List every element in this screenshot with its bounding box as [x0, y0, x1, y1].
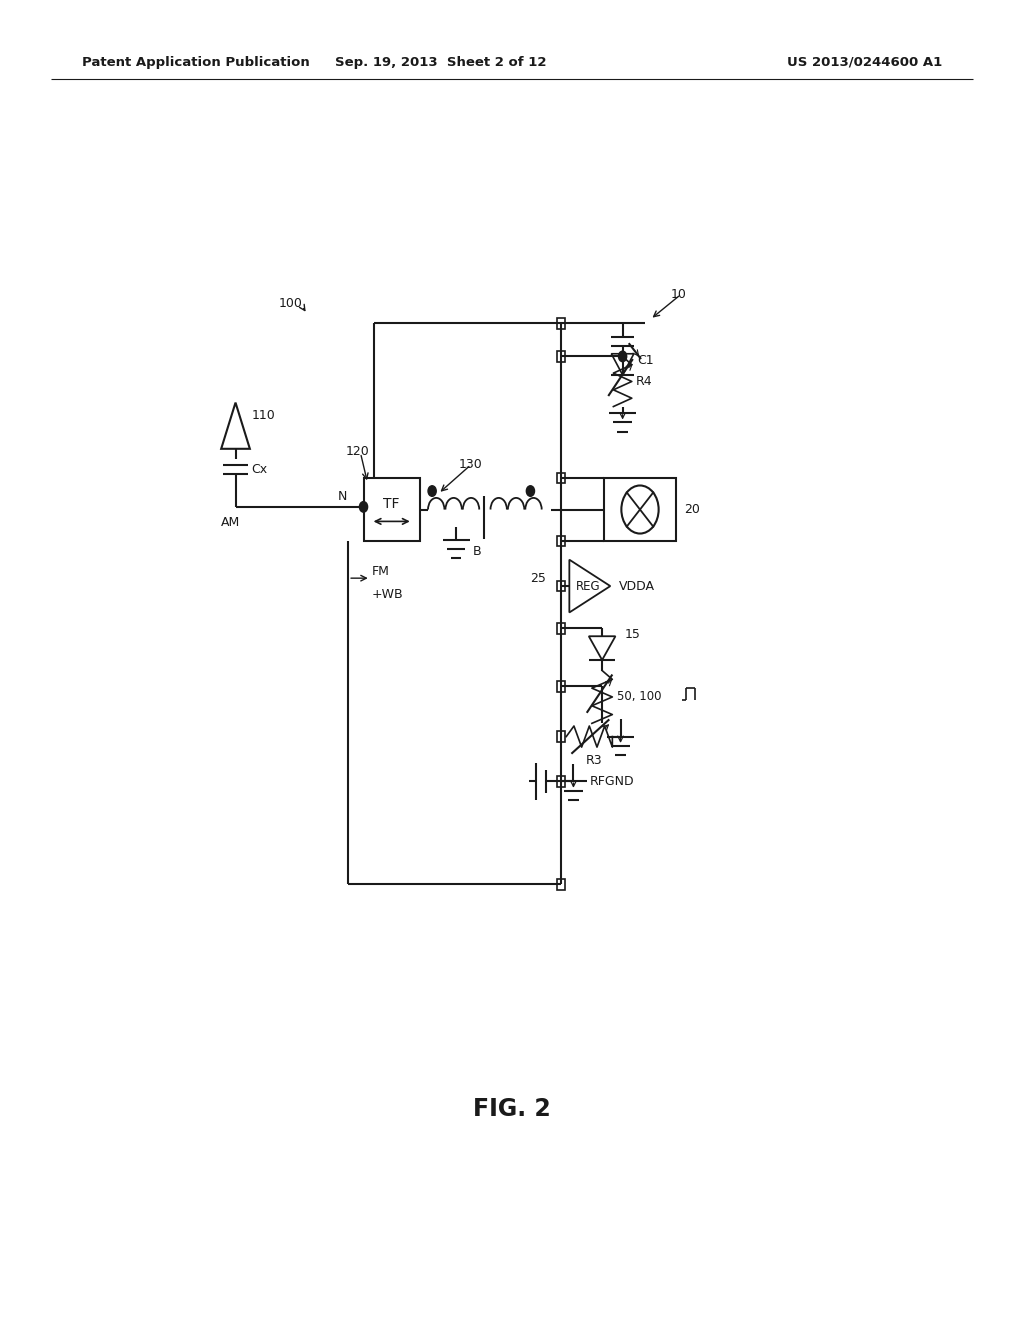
Text: R4: R4 [636, 375, 652, 388]
Bar [557, 681, 565, 692]
Circle shape [359, 502, 368, 512]
Text: N: N [338, 490, 347, 503]
Text: US 2013/0244600 A1: US 2013/0244600 A1 [786, 55, 942, 69]
Bar [557, 318, 565, 329]
Text: 10: 10 [671, 288, 687, 301]
Bar [557, 776, 565, 787]
Text: R3: R3 [586, 754, 602, 767]
Text: 50, 100: 50, 100 [617, 690, 662, 704]
Bar [557, 731, 565, 742]
Text: REG: REG [575, 579, 600, 593]
Text: Cx: Cx [251, 463, 267, 477]
Text: Sep. 19, 2013  Sheet 2 of 12: Sep. 19, 2013 Sheet 2 of 12 [335, 55, 546, 69]
Text: Patent Application Publication: Patent Application Publication [82, 55, 309, 69]
Circle shape [428, 486, 436, 496]
Bar [604, 478, 676, 541]
Bar [557, 581, 565, 591]
Bar [557, 536, 565, 546]
Text: +WB: +WB [372, 587, 403, 601]
Text: 100: 100 [279, 297, 302, 310]
Bar [557, 351, 565, 362]
Bar [557, 879, 565, 890]
Text: 110: 110 [252, 409, 275, 422]
Text: AM: AM [221, 516, 240, 529]
Text: 15: 15 [625, 628, 641, 642]
Text: 120: 120 [346, 445, 370, 458]
Circle shape [618, 351, 627, 362]
Bar [364, 478, 420, 541]
Text: RFGND: RFGND [590, 775, 635, 788]
Text: 25: 25 [530, 572, 547, 585]
Circle shape [526, 486, 535, 496]
Text: 20: 20 [684, 503, 700, 516]
Text: B: B [472, 545, 481, 558]
Text: VDDA: VDDA [618, 579, 654, 593]
Text: FM: FM [372, 565, 389, 578]
Text: C1: C1 [637, 354, 653, 367]
Text: 130: 130 [459, 458, 482, 471]
Bar [557, 473, 565, 483]
Bar [557, 623, 565, 634]
Text: FIG. 2: FIG. 2 [473, 1097, 551, 1121]
Text: TF: TF [383, 498, 400, 511]
